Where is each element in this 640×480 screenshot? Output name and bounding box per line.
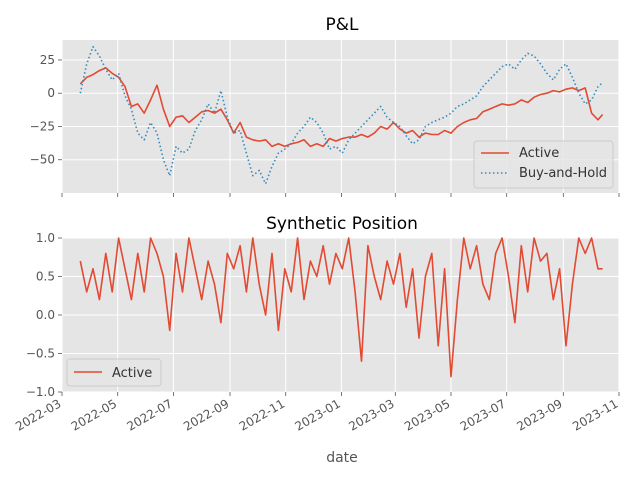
position-legend: Active <box>66 358 162 387</box>
pnl-ytick-label: 25 <box>40 53 55 67</box>
position-xtick-label: 2023-07 <box>458 396 508 433</box>
position-ytick-label: −1.0 <box>26 385 55 399</box>
legend-label-active: Active <box>519 146 559 161</box>
pnl-ytick-label: 0 <box>47 86 55 100</box>
pnl-x-ticks <box>61 193 620 197</box>
position-xtick-label: 2022-03 <box>13 396 63 433</box>
position-xtick-label: 2023-05 <box>402 396 452 433</box>
pnl-series-active <box>79 67 604 148</box>
position-ytick-label: 1.0 <box>36 231 55 245</box>
position-xtick-label: 2023-03 <box>346 396 396 433</box>
position-xtick-label: 2022-05 <box>69 396 119 433</box>
x-axis-label: date <box>326 450 358 466</box>
pnl-y-ticks: 25 0 −25 −50 <box>30 53 62 167</box>
pnl-grid <box>61 40 620 193</box>
position-panel: 1.00.50.0−0.5−1.0 2022-03 2022-05 2022-07 2… <box>13 214 620 466</box>
pnl-panel: 25 0 −25 −50 P&L Active Buy-and-Hold <box>30 15 620 197</box>
pnl-title: P&L <box>326 15 360 35</box>
position-xtick-label: 2023-09 <box>514 396 564 433</box>
position-xtick-label: 2023-11 <box>570 396 620 433</box>
position-series <box>79 237 603 378</box>
legend-label-active: Active <box>112 366 152 381</box>
position-ytick-label: −0.5 <box>26 347 55 361</box>
pnl-ytick-label: −50 <box>30 153 55 167</box>
position-x-ticks: 2022-03 2022-05 2022-07 2022-09 2022-11 2023-… <box>13 392 621 434</box>
pnl-series <box>79 45 604 185</box>
position-xtick-label: 2022-11 <box>237 396 287 433</box>
position-y-ticks: 1.0 0.5 0.0 −0.5 −1.0 <box>26 231 62 399</box>
legend-label-buy-and-hold: Buy-and-Hold <box>519 166 607 181</box>
position-ytick-label: 0.5 <box>36 270 55 284</box>
position-xtick-label: 2022-09 <box>181 396 231 433</box>
position-legend-box <box>66 358 162 387</box>
position-series-active <box>79 237 603 378</box>
position-xtick-label: 2023-01 <box>292 396 342 433</box>
pnl-legend: Active Buy-and-Hold <box>473 140 614 189</box>
position-xtick-label: 2022-07 <box>124 396 174 433</box>
position-title: Synthetic Position <box>266 214 418 234</box>
position-ytick-label: 0.0 <box>36 308 55 322</box>
pnl-ytick-label: −25 <box>30 119 55 133</box>
